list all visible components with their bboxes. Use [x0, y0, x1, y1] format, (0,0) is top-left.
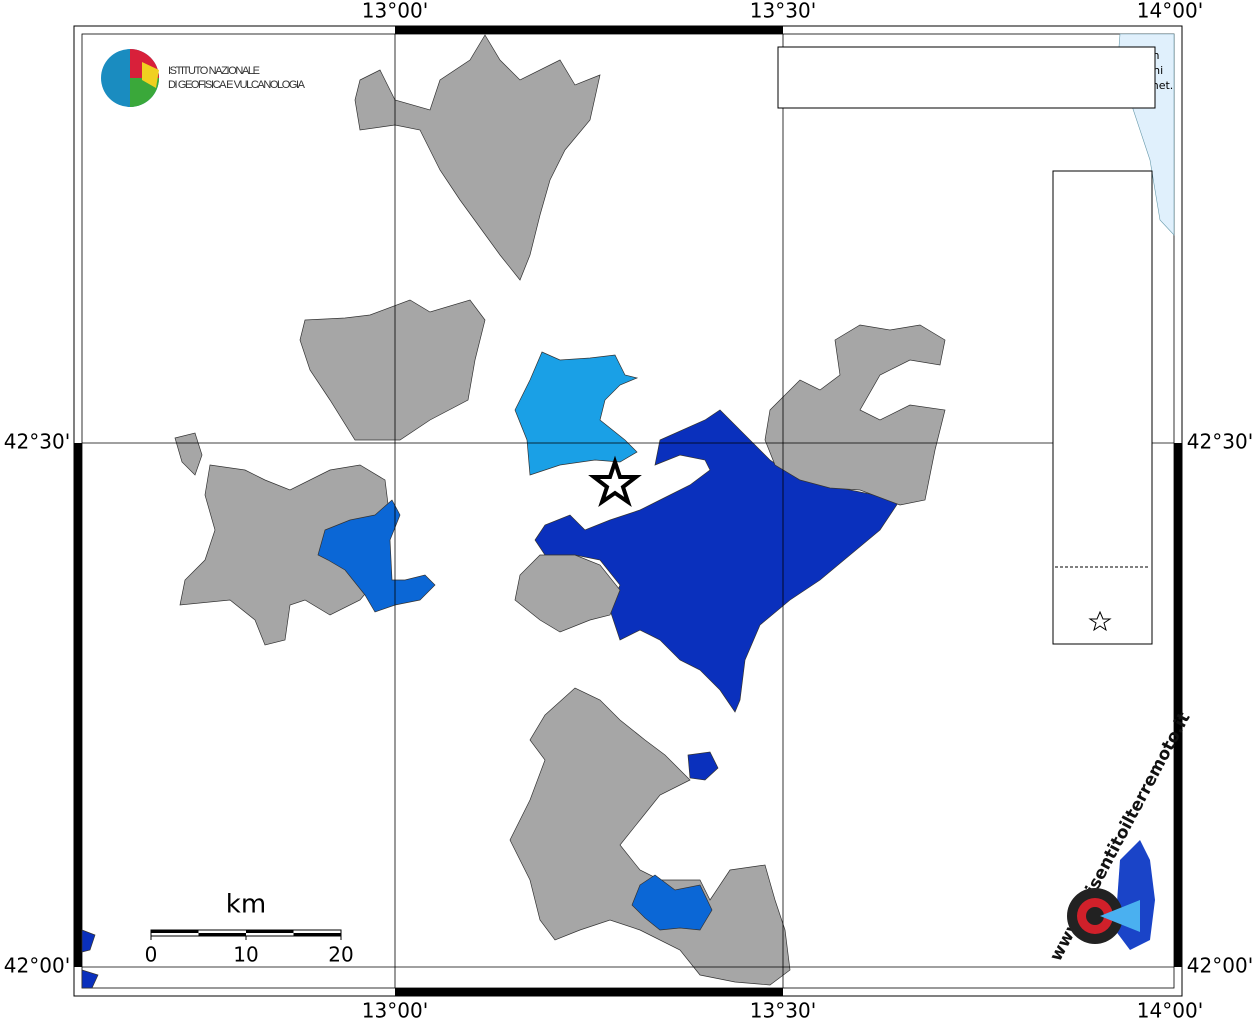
graticule	[82, 34, 1174, 988]
site-logo-beam	[1100, 900, 1140, 932]
lon-label: 13°00'	[362, 0, 428, 23]
lat-label: 42°30'	[4, 430, 70, 454]
area-iii	[81, 929, 99, 989]
frame-bar	[395, 26, 783, 34]
ingv-logo	[101, 49, 159, 107]
area-na	[354, 34, 601, 281]
municipalities	[81, 34, 946, 989]
info-box	[777, 46, 1156, 109]
logo-globe	[142, 62, 159, 88]
scale-bar-segment	[151, 930, 199, 933]
epicenter-star	[588, 455, 642, 508]
area-na	[764, 324, 946, 506]
area-na	[514, 554, 621, 633]
area-na	[509, 687, 791, 986]
area-iii-iv	[631, 874, 713, 931]
area-iii-iv	[317, 499, 436, 613]
frame-bar	[395, 988, 783, 996]
scale-bar-segment	[198, 933, 246, 936]
frame-bar	[74, 443, 82, 967]
lat-label: 42°30'	[1187, 430, 1253, 454]
scale-tick-label: 0	[145, 943, 158, 967]
scale-bar	[150, 929, 342, 937]
scale-bar-segment	[246, 930, 294, 933]
area-iv	[514, 351, 639, 476]
site-logo-target	[1086, 907, 1104, 925]
logo-text: DI GEOFISICA E VULCANOLOGIA	[168, 79, 306, 91]
frame-bar	[1174, 443, 1182, 967]
legend-star	[1088, 610, 1112, 632]
lon-label: 13°30'	[750, 0, 816, 23]
lon-label: 14°00'	[1137, 999, 1203, 1023]
scale-unit: km	[226, 890, 266, 920]
scale-tick-label: 20	[328, 943, 353, 967]
legend-box	[1052, 170, 1153, 645]
area-iii	[687, 751, 719, 781]
area-na	[179, 464, 391, 646]
scale-tick-label: 10	[233, 943, 258, 967]
area-na	[174, 432, 203, 476]
lon-label: 13°30'	[750, 999, 816, 1023]
site-logo	[1067, 840, 1155, 950]
lat-label: 42°00'	[1187, 954, 1253, 978]
lon-label: 13°00'	[362, 999, 428, 1023]
lon-label: 14°00'	[1137, 0, 1203, 23]
logo-text: ISTITUTO NAZIONALE	[168, 65, 260, 77]
scale-bar-segment	[293, 933, 341, 936]
area-na	[299, 299, 486, 441]
lat-label: 42°00'	[4, 954, 70, 978]
